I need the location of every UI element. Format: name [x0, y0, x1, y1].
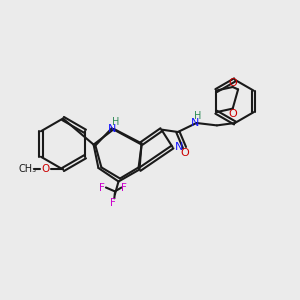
Text: O: O: [228, 77, 237, 88]
Text: N: N: [175, 142, 183, 152]
Text: CH₃: CH₃: [19, 164, 37, 175]
Text: H: H: [112, 117, 119, 128]
Text: F: F: [121, 183, 127, 194]
Text: O: O: [41, 164, 49, 175]
Text: F: F: [110, 197, 116, 208]
Text: N: N: [108, 124, 117, 134]
Text: N: N: [191, 118, 199, 128]
Text: F: F: [99, 183, 105, 194]
Text: O: O: [228, 109, 237, 119]
Text: O: O: [181, 148, 190, 158]
Text: H: H: [194, 111, 202, 122]
